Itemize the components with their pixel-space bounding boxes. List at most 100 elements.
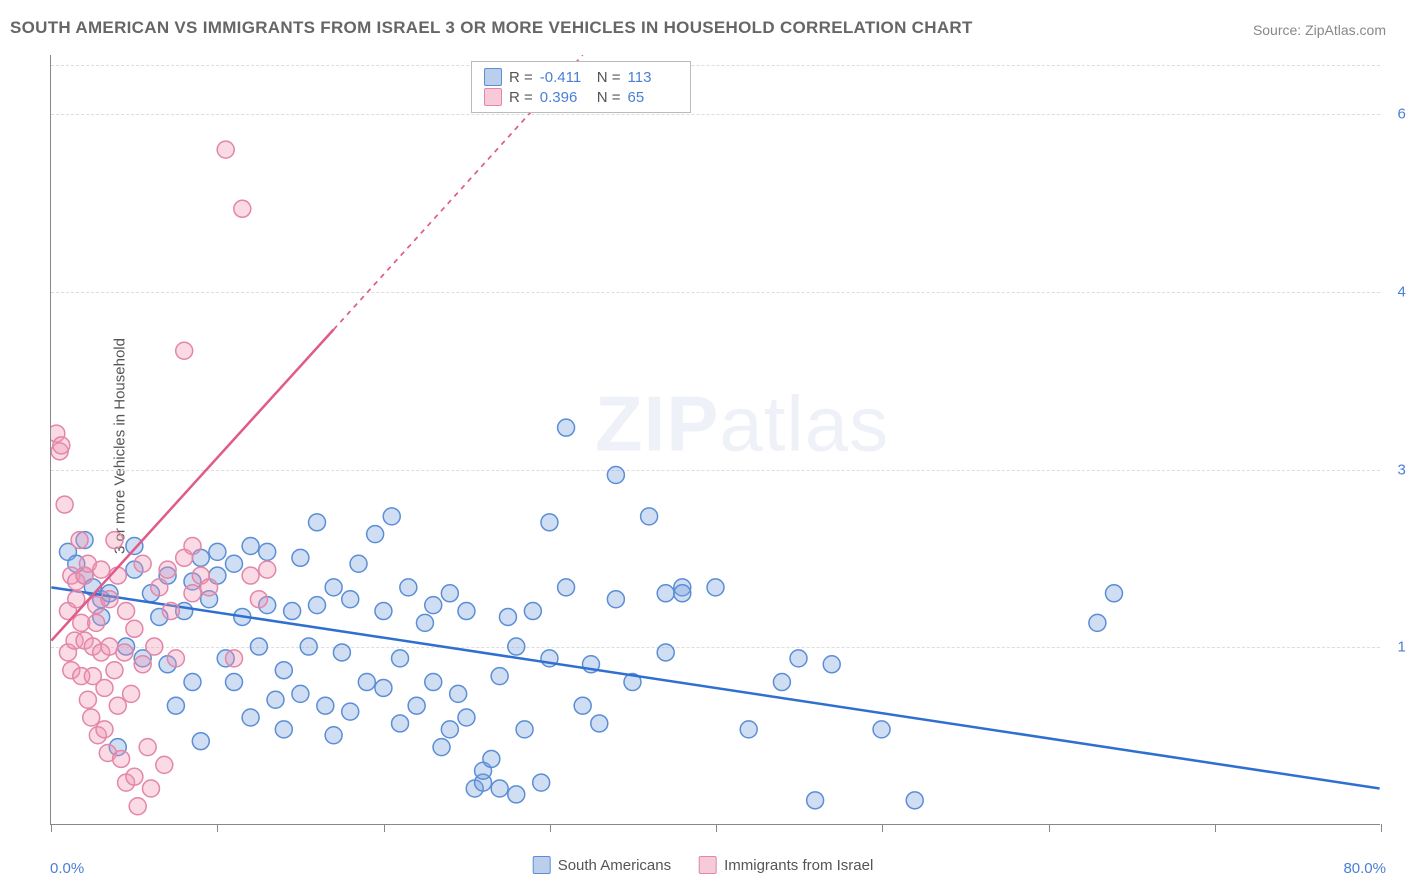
x-tick <box>1215 824 1216 832</box>
data-point <box>491 668 508 685</box>
data-point <box>242 567 259 584</box>
data-point <box>217 141 234 158</box>
data-point <box>558 579 575 596</box>
data-point <box>392 715 409 732</box>
y-tick-label: 60.0% <box>1385 106 1406 123</box>
data-point <box>242 537 259 554</box>
data-point <box>807 792 824 809</box>
data-point <box>740 721 757 738</box>
x-tick <box>384 824 385 832</box>
legend-label-blue: South Americans <box>558 857 671 874</box>
data-point <box>53 437 70 454</box>
data-point <box>342 591 359 608</box>
data-point <box>134 555 151 572</box>
data-point <box>516 721 533 738</box>
data-point <box>790 650 807 667</box>
data-point <box>873 721 890 738</box>
data-point <box>242 709 259 726</box>
x-tick <box>882 824 883 832</box>
y-tick-label: 30.0% <box>1385 461 1406 478</box>
stats-swatch-blue <box>484 68 502 86</box>
data-point <box>309 597 326 614</box>
data-point <box>300 638 317 655</box>
data-point <box>226 674 243 691</box>
data-point <box>425 674 442 691</box>
data-point <box>226 650 243 667</box>
data-point <box>167 650 184 667</box>
data-point <box>441 721 458 738</box>
x-tick <box>716 824 717 832</box>
data-point <box>106 532 123 549</box>
data-point <box>292 549 309 566</box>
plot-area: ZIPatlas R = -0.411 N = 113 R = 0.396 N … <box>50 55 1380 825</box>
data-point <box>533 774 550 791</box>
data-point <box>126 620 143 637</box>
data-point <box>71 532 88 549</box>
data-point <box>93 561 110 578</box>
x-axis-max-label: 80.0% <box>1343 860 1386 877</box>
data-point <box>292 685 309 702</box>
legend-item-pink: Immigrants from Israel <box>699 856 873 874</box>
data-point <box>101 591 118 608</box>
legend-label-pink: Immigrants from Israel <box>724 857 873 874</box>
data-point <box>433 739 450 756</box>
data-point <box>358 674 375 691</box>
data-point <box>162 603 179 620</box>
x-tick <box>1049 824 1050 832</box>
y-tick-label: 15.0% <box>1385 639 1406 656</box>
data-point <box>116 644 133 661</box>
data-point <box>491 780 508 797</box>
data-point <box>383 508 400 525</box>
data-point <box>309 514 326 531</box>
data-point <box>156 756 173 773</box>
data-point <box>176 342 193 359</box>
data-point <box>483 750 500 767</box>
chart-title: SOUTH AMERICAN VS IMMIGRANTS FROM ISRAEL… <box>10 18 973 38</box>
data-point <box>499 608 516 625</box>
trend-line <box>51 587 1379 788</box>
y-tick-label: 45.0% <box>1385 283 1406 300</box>
data-point <box>126 768 143 785</box>
data-point <box>250 591 267 608</box>
source-label: Source: ZipAtlas.com <box>1253 22 1386 38</box>
data-point <box>118 603 135 620</box>
data-point <box>508 638 525 655</box>
data-point <box>350 555 367 572</box>
x-tick <box>51 824 52 832</box>
data-point <box>508 786 525 803</box>
data-point <box>1105 585 1122 602</box>
data-point <box>641 508 658 525</box>
data-point <box>333 644 350 661</box>
data-point <box>167 697 184 714</box>
data-point <box>450 685 467 702</box>
stats-box: R = -0.411 N = 113 R = 0.396 N = 65 <box>471 61 691 113</box>
data-point <box>259 543 276 560</box>
data-point <box>325 727 342 744</box>
chart-svg <box>51 55 1380 824</box>
chart-container: SOUTH AMERICAN VS IMMIGRANTS FROM ISRAEL… <box>0 0 1406 892</box>
data-point <box>106 662 123 679</box>
data-point <box>151 579 168 596</box>
data-point <box>574 697 591 714</box>
data-point <box>146 638 163 655</box>
data-point <box>284 603 301 620</box>
legend-swatch-pink <box>699 856 717 874</box>
data-point <box>524 603 541 620</box>
data-point <box>234 200 251 217</box>
data-point <box>79 691 96 708</box>
data-point <box>657 585 674 602</box>
data-point <box>142 780 159 797</box>
legend-item-blue: South Americans <box>533 856 671 874</box>
data-point <box>209 543 226 560</box>
data-point <box>541 514 558 531</box>
data-point <box>317 697 334 714</box>
x-tick <box>550 824 551 832</box>
data-point <box>96 721 113 738</box>
data-point <box>392 650 409 667</box>
data-point <box>83 709 100 726</box>
data-point <box>823 656 840 673</box>
legend: South Americans Immigrants from Israel <box>533 856 874 874</box>
data-point <box>657 644 674 661</box>
data-point <box>707 579 724 596</box>
data-point <box>375 603 392 620</box>
